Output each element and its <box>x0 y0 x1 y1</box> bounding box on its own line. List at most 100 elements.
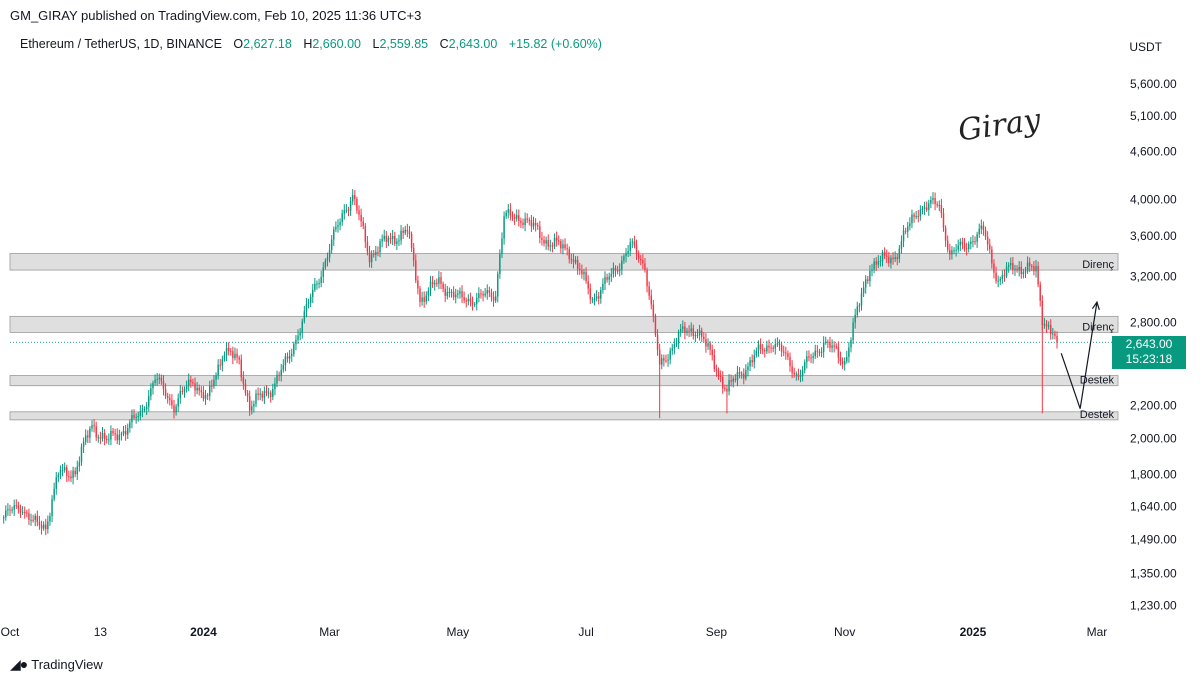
candle-body <box>431 281 434 285</box>
candle-body <box>358 210 360 215</box>
candle-body <box>558 240 560 242</box>
candle-body <box>505 212 507 217</box>
candle-body <box>454 294 457 298</box>
candle-body <box>522 222 524 225</box>
candle-body <box>13 505 15 510</box>
candle-body <box>888 256 890 264</box>
candle-body <box>36 515 39 523</box>
candle-body <box>185 385 188 389</box>
candle-body <box>473 304 476 306</box>
candle-body <box>816 350 819 352</box>
candle-body <box>215 375 217 380</box>
candle-body <box>583 271 585 275</box>
candle-body <box>526 218 528 220</box>
y-tick-label: 1,640.00 <box>1130 500 1177 514</box>
candle-body <box>499 253 501 274</box>
candle-body <box>366 241 369 252</box>
candle-body <box>356 198 358 211</box>
candle-body <box>961 241 964 245</box>
symbol-name: Ethereum / TetherUS, 1D, BINANCE <box>20 37 222 51</box>
candle-body <box>398 240 400 242</box>
candle-body <box>553 237 556 247</box>
candle-body <box>127 428 129 435</box>
tradingview-logo-icon: ◢● <box>10 656 28 672</box>
last-price: 2,643.00 <box>1125 337 1173 351</box>
candle-body <box>652 304 655 317</box>
candle-body <box>942 213 945 228</box>
candle-body <box>770 347 772 349</box>
candle-body <box>501 238 503 254</box>
candle-body <box>1001 275 1004 279</box>
candle-body <box>923 207 926 209</box>
candle-body <box>640 258 642 261</box>
candle-body <box>709 343 711 350</box>
candle-body <box>867 279 869 282</box>
candle-body <box>986 236 989 245</box>
candle-body <box>606 277 608 280</box>
candle-body <box>354 195 356 199</box>
candle-body <box>909 223 911 227</box>
candle-body <box>793 372 795 375</box>
candle-body <box>633 241 636 246</box>
candle-body <box>873 261 875 270</box>
candle-body <box>530 219 533 227</box>
candle-body <box>705 339 707 347</box>
candle-body <box>965 248 968 250</box>
candle-body <box>61 470 64 472</box>
candle-body <box>703 336 705 340</box>
x-tick-label: Jul <box>578 625 593 639</box>
candle-body <box>34 515 36 520</box>
candle-body <box>301 321 303 333</box>
candle-body <box>827 341 829 343</box>
candle-body <box>658 349 661 365</box>
open-value: 2,627.18 <box>243 37 292 51</box>
candle-body <box>368 251 371 263</box>
candle-body <box>345 209 348 211</box>
candle-body <box>362 221 364 227</box>
candle-body <box>391 236 394 240</box>
candle-body <box>55 477 57 489</box>
candle-body <box>118 434 121 441</box>
candle-body <box>980 225 983 229</box>
candle-body <box>560 241 562 249</box>
candle-body <box>9 509 11 511</box>
candle-body <box>570 259 573 261</box>
tradingview-logo[interactable]: ◢● TradingView <box>10 656 103 673</box>
candle-body <box>549 245 552 247</box>
candle-body <box>940 205 943 214</box>
candle-body <box>648 286 650 296</box>
candle-body <box>682 326 684 329</box>
candle-body <box>989 244 991 250</box>
x-tick-label: Mar <box>1087 625 1108 639</box>
candle-body <box>248 396 251 411</box>
candle-body <box>917 216 920 218</box>
candle-body <box>387 238 390 242</box>
candle-body <box>698 330 701 336</box>
candle-body <box>963 244 966 249</box>
candle-body <box>743 373 745 379</box>
candle-body <box>587 281 589 289</box>
candle-body <box>892 257 894 260</box>
candle-body <box>114 433 116 435</box>
candle-body <box>869 271 871 282</box>
candle-body <box>694 335 697 337</box>
candle-body <box>177 398 179 407</box>
candle-body <box>808 356 810 358</box>
candle-body <box>507 209 510 213</box>
candle-body <box>173 405 175 413</box>
candle-body <box>511 215 514 218</box>
candle-body <box>410 233 413 248</box>
candle-body <box>379 241 381 253</box>
candle-body <box>970 241 972 244</box>
candle-body <box>219 364 221 366</box>
candle-body <box>74 470 76 475</box>
candle-body <box>871 269 873 272</box>
candle-body <box>482 293 484 296</box>
candle-body <box>789 356 791 367</box>
candle-body <box>829 342 831 348</box>
candle-body <box>206 395 209 397</box>
candle-body <box>78 462 81 467</box>
candle-body <box>543 239 545 244</box>
candle-body <box>843 361 846 365</box>
